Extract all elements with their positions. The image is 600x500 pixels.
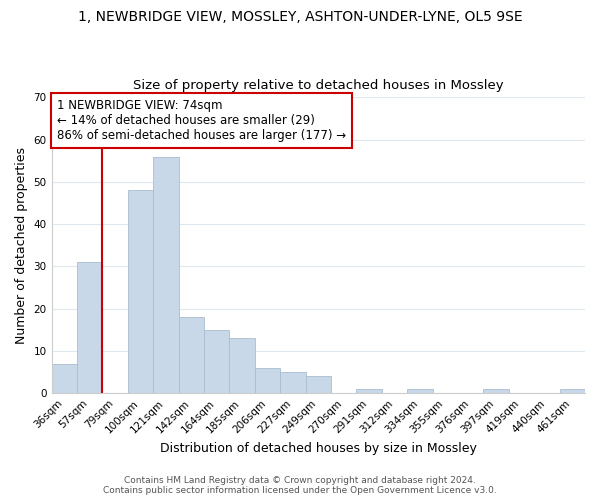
Bar xyxy=(128,190,153,394)
X-axis label: Distribution of detached houses by size in Mossley: Distribution of detached houses by size … xyxy=(160,442,477,455)
Bar xyxy=(305,376,331,394)
Bar xyxy=(356,389,382,394)
Bar xyxy=(229,338,255,394)
Bar xyxy=(407,389,433,394)
Bar xyxy=(77,262,103,394)
Text: 1 NEWBRIDGE VIEW: 74sqm
← 14% of detached houses are smaller (29)
86% of semi-de: 1 NEWBRIDGE VIEW: 74sqm ← 14% of detache… xyxy=(57,99,346,142)
Bar xyxy=(484,389,509,394)
Title: Size of property relative to detached houses in Mossley: Size of property relative to detached ho… xyxy=(133,79,503,92)
Bar xyxy=(204,330,229,394)
Bar xyxy=(153,156,179,394)
Y-axis label: Number of detached properties: Number of detached properties xyxy=(15,147,28,344)
Bar xyxy=(280,372,305,394)
Bar xyxy=(52,364,77,394)
Bar xyxy=(560,389,585,394)
Text: 1, NEWBRIDGE VIEW, MOSSLEY, ASHTON-UNDER-LYNE, OL5 9SE: 1, NEWBRIDGE VIEW, MOSSLEY, ASHTON-UNDER… xyxy=(77,10,523,24)
Text: Contains HM Land Registry data © Crown copyright and database right 2024.
Contai: Contains HM Land Registry data © Crown c… xyxy=(103,476,497,495)
Bar xyxy=(179,317,204,394)
Bar xyxy=(255,368,280,394)
